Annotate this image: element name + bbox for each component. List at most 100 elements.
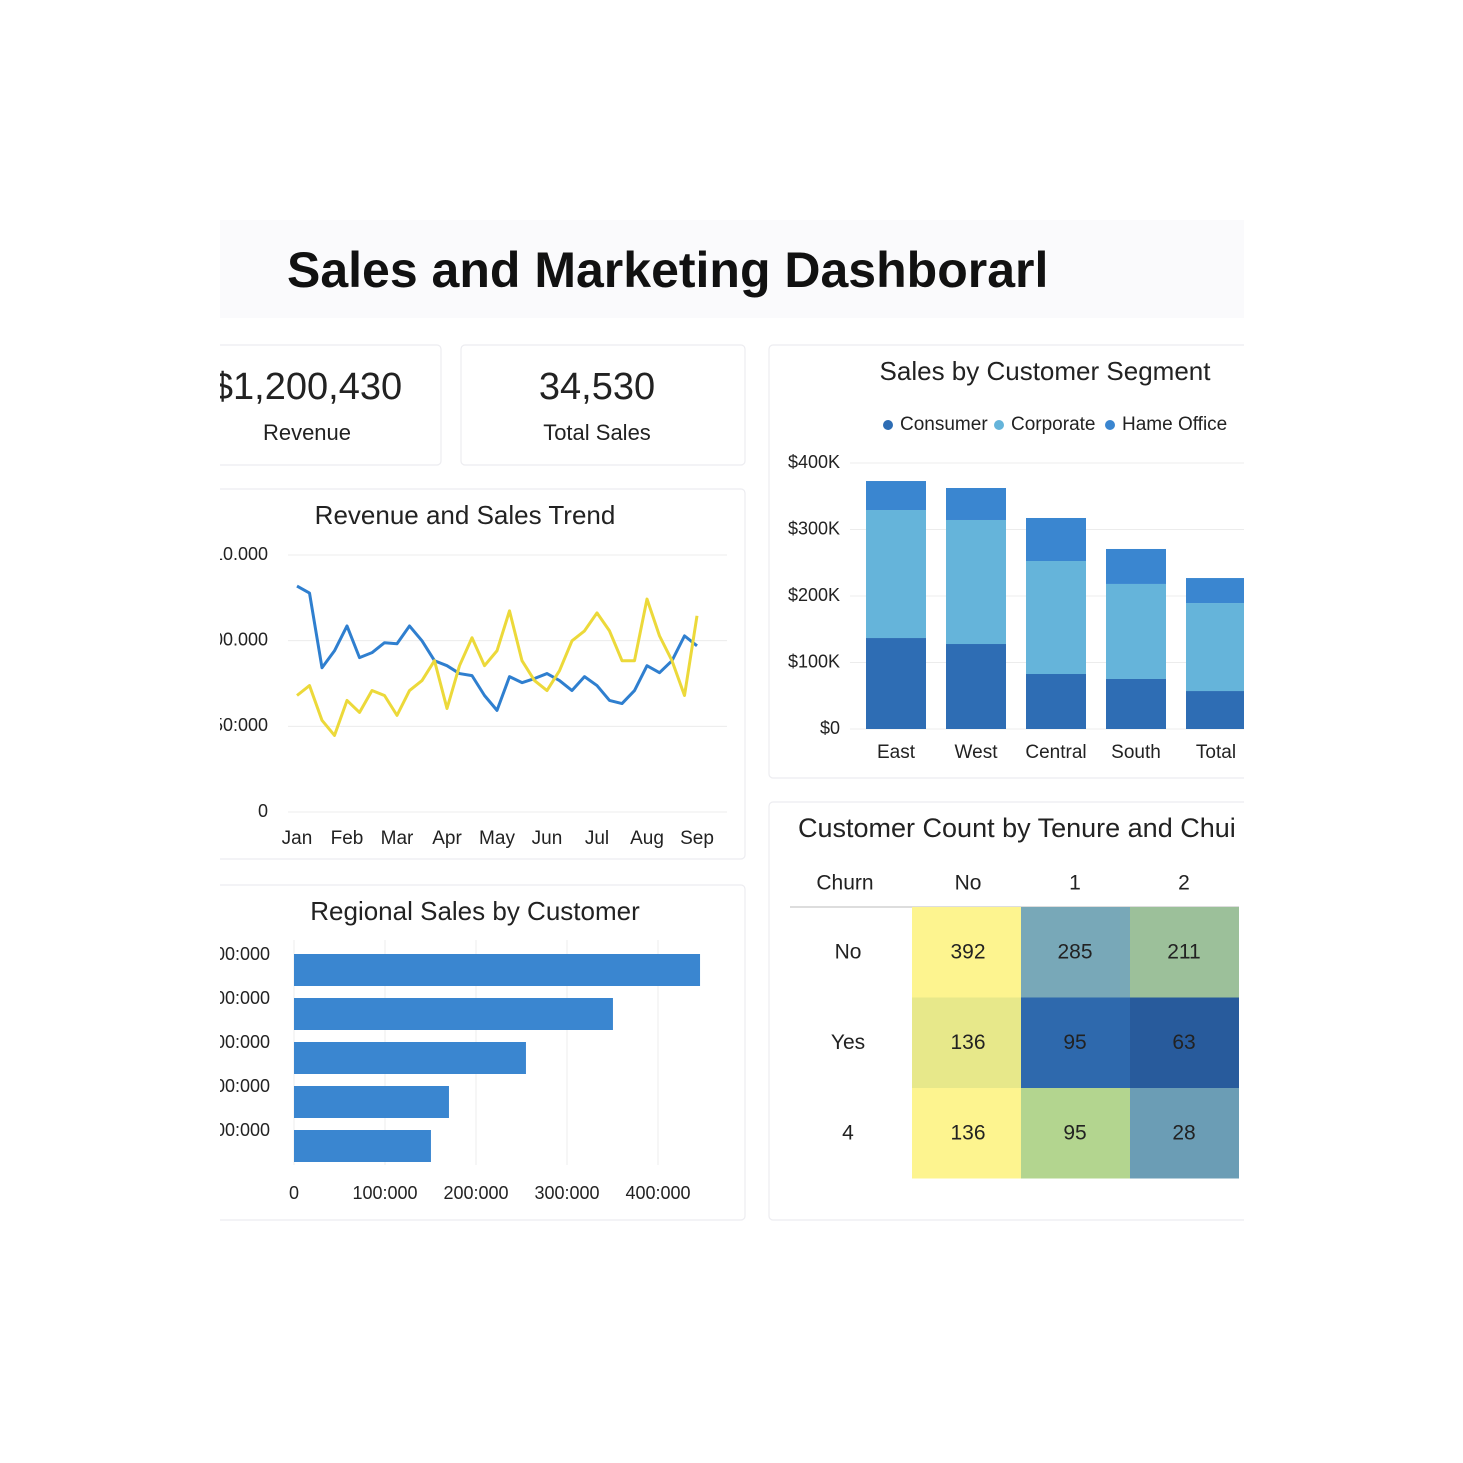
x-tick-label: 100:000 bbox=[352, 1183, 417, 1203]
kpi-label: Total Sales bbox=[543, 420, 651, 445]
cell-value: 28 bbox=[1172, 1122, 1195, 1145]
x-tick-label: Jun bbox=[532, 828, 563, 849]
y-tick-label: 00:000 bbox=[215, 988, 270, 1008]
row-header: No bbox=[835, 941, 862, 964]
legend-label: Corporate bbox=[1011, 414, 1096, 435]
bar-segment bbox=[946, 519, 1006, 645]
kpi-value: $1,200,430 bbox=[212, 366, 402, 408]
header-band bbox=[220, 220, 1244, 318]
kpi-card bbox=[460, 344, 746, 466]
kpi-label: Revenue bbox=[263, 420, 351, 445]
x-tick-label: 0 bbox=[289, 1183, 299, 1203]
bar-segment bbox=[1186, 603, 1244, 692]
bar-segment bbox=[1106, 678, 1166, 729]
y-tick-label: 00:000 bbox=[215, 1032, 270, 1052]
cell-value: 136 bbox=[950, 1122, 985, 1145]
x-tick-label: Jan bbox=[282, 828, 313, 849]
bar bbox=[294, 1130, 431, 1162]
y-tick-label: $400K bbox=[788, 452, 840, 472]
x-tick-label: Central bbox=[1025, 742, 1086, 763]
legend-label: Hame Office bbox=[1122, 414, 1227, 435]
x-tick-label: Sep bbox=[680, 828, 714, 849]
bar bbox=[294, 954, 701, 986]
x-tick-label: 400:000 bbox=[625, 1183, 690, 1203]
column-header: No bbox=[955, 872, 982, 895]
y-tick-label: $300K bbox=[788, 518, 840, 538]
y-tick-label: $100K bbox=[788, 651, 840, 671]
column-header: 1 bbox=[1069, 872, 1081, 895]
legend-marker bbox=[1105, 420, 1115, 430]
heat-cell bbox=[1130, 997, 1239, 1088]
heat-cell bbox=[912, 907, 1021, 998]
x-tick-label: Aug bbox=[630, 828, 664, 849]
heat-cell bbox=[912, 1088, 1021, 1179]
bar-segment bbox=[946, 644, 1006, 729]
cell-value: 392 bbox=[950, 941, 985, 964]
bar-segment bbox=[1026, 561, 1086, 675]
y-tick-label: 00:000 bbox=[215, 1120, 270, 1140]
bar-segment bbox=[866, 638, 926, 729]
column-header: 2 bbox=[1178, 872, 1190, 895]
cell-value: 136 bbox=[950, 1031, 985, 1054]
kpi-value: 34,530 bbox=[539, 366, 655, 408]
y-tick-label: 50:000 bbox=[213, 715, 268, 735]
chart-title: Sales by Customer Segment bbox=[880, 356, 1212, 386]
bar-segment bbox=[1106, 583, 1166, 679]
dashboard-title: Sales and Marketing Dashborarl bbox=[287, 242, 1048, 298]
x-tick-label: Total bbox=[1196, 742, 1236, 763]
bar-segment bbox=[1026, 674, 1086, 729]
heat-cell bbox=[1021, 997, 1130, 1088]
x-tick-label: South bbox=[1111, 742, 1161, 763]
line-series bbox=[296, 584, 698, 712]
chart-title: Regional Sales by Customer bbox=[310, 896, 640, 926]
heat-cell bbox=[1021, 1088, 1130, 1179]
y-tick-label: 10.000 bbox=[213, 544, 268, 564]
bar-segment bbox=[1026, 517, 1086, 562]
x-tick-label: May bbox=[479, 828, 515, 849]
row-header: Yes bbox=[831, 1031, 865, 1054]
y-tick-label: 0 bbox=[258, 801, 268, 821]
chart-card bbox=[768, 344, 1260, 779]
cell-value: 63 bbox=[1172, 1031, 1195, 1054]
heat-cell bbox=[1021, 907, 1130, 998]
heat-cell bbox=[912, 997, 1021, 1088]
chart-card bbox=[213, 488, 746, 860]
x-tick-label: Apr bbox=[432, 828, 462, 849]
bar bbox=[294, 1042, 526, 1074]
x-tick-label: Jul bbox=[585, 828, 609, 849]
x-tick-label: Mar bbox=[381, 828, 414, 849]
y-tick-label: $200K bbox=[788, 585, 840, 605]
legend-marker bbox=[994, 420, 1004, 430]
line-series bbox=[296, 597, 699, 737]
x-tick-label: Feb bbox=[331, 828, 364, 849]
x-tick-label: East bbox=[877, 742, 916, 763]
y-tick-label: 00:000 bbox=[215, 944, 270, 964]
cell-value: 95 bbox=[1063, 1031, 1086, 1054]
bar bbox=[294, 998, 613, 1030]
bar-segment bbox=[1186, 691, 1244, 729]
chart-title: Revenue and Sales Trend bbox=[315, 500, 616, 530]
column-header: Churn bbox=[816, 872, 873, 895]
x-tick-label: West bbox=[955, 742, 999, 763]
legend-label: Consumer bbox=[900, 414, 988, 435]
legend-marker bbox=[883, 420, 893, 430]
cell-value: 95 bbox=[1063, 1122, 1086, 1145]
bar-segment bbox=[1186, 578, 1244, 604]
bar-segment bbox=[946, 488, 1006, 520]
bar-segment bbox=[866, 481, 926, 511]
cell-value: 285 bbox=[1057, 941, 1092, 964]
x-tick-label: 300:000 bbox=[534, 1183, 599, 1203]
bar-segment bbox=[866, 510, 926, 639]
y-tick-label: 00:000 bbox=[215, 1076, 270, 1096]
cell-value: 211 bbox=[1167, 941, 1200, 964]
heat-cell bbox=[1130, 1088, 1239, 1179]
table-title: Customer Count by Tenure and Chui bbox=[798, 813, 1236, 843]
bar bbox=[294, 1086, 449, 1118]
bar-segment bbox=[1106, 548, 1166, 584]
row-header: 4 bbox=[842, 1122, 854, 1145]
y-tick-label: 00.000 bbox=[213, 629, 268, 649]
x-tick-label: 200:000 bbox=[443, 1183, 508, 1203]
content: $1,200,430 Revenue 34,530 Total Sales Revenu… bbox=[212, 356, 1244, 1203]
